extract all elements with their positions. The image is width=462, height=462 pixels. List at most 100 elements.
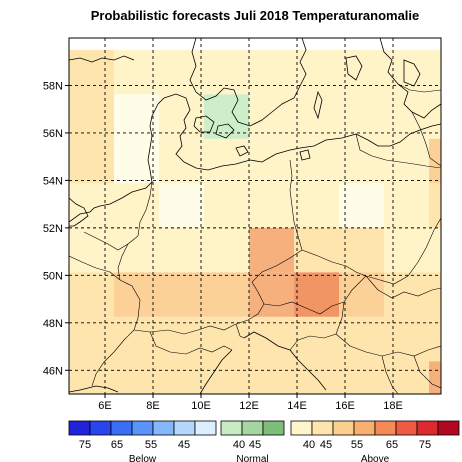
border-ch-it	[149, 331, 233, 355]
forecast-cell-r7-c5	[294, 361, 339, 394]
lat-label-48N: 48N	[43, 318, 63, 330]
legend-below-swatch-5	[173, 420, 196, 436]
legend-normal-swatch-0	[220, 420, 243, 436]
border-cz-sk	[343, 275, 367, 303]
latitude-labels: 46N 48N 50N 52N 54N 56N 58N	[43, 80, 69, 377]
lat-label-58N: 58N	[43, 80, 63, 92]
forecast-cell-r7-c4	[249, 361, 294, 394]
border-lt-by	[411, 111, 441, 167]
forecast-cell-r0-c2	[159, 49, 204, 95]
border-de-ch-at	[133, 303, 265, 335]
legend-above-tick-75: 75	[419, 439, 431, 451]
lon-label-10E: 10E	[191, 400, 211, 412]
legend-normal-swatch-1	[241, 420, 264, 436]
border-cz-at	[263, 301, 345, 315]
forecast-cell-r1-c3	[204, 94, 249, 139]
border-be-nl-fr	[69, 231, 129, 281]
lon-label-12E: 12E	[239, 400, 259, 412]
forecast-cell-r0-c6	[339, 49, 384, 95]
legend-below-tick-65: 65	[111, 439, 123, 451]
uk-coast	[69, 197, 89, 227]
graticule	[69, 38, 441, 394]
legend-below-swatch-2	[110, 420, 133, 436]
legend-above-swatch-7	[437, 420, 460, 436]
border-balkans	[381, 355, 441, 394]
legend-below-tick-55: 55	[145, 439, 157, 451]
forecast-cell-r5-c0	[69, 272, 114, 317]
north-sea-coast	[69, 97, 165, 223]
forecast-cell-r7-c8	[429, 361, 441, 394]
forecast-cell-r5-c4	[249, 272, 294, 317]
forecast-cell-r0-c7	[384, 49, 429, 95]
legend-below-swatch-0	[68, 420, 91, 436]
legend-above-swatch-5	[395, 420, 418, 436]
legend-above-swatch-3	[353, 420, 376, 436]
forecast-cell-r7-c2	[159, 361, 204, 394]
legend-above-tick-55: 55	[351, 439, 363, 451]
forecast-cell-r3-c2	[159, 183, 204, 228]
forecast-cell-r5-c6	[339, 272, 384, 317]
forecast-cell-r1-c7	[384, 94, 429, 139]
forecast-cell-r0-c4	[249, 49, 294, 95]
legend-below-caption: Below	[129, 454, 157, 462]
legend-above-swatch-4	[374, 420, 397, 436]
forecast-cell-r4-c4	[249, 227, 294, 273]
forecast-cell-r4-c0	[69, 227, 114, 273]
forecast-cell-r5-c5	[294, 272, 339, 317]
forecast-cell-r6-c6	[339, 316, 384, 362]
baltic-coast-east	[355, 123, 441, 147]
forecast-cell-r5-c3	[204, 272, 249, 317]
forecast-cell-r0-c3	[204, 49, 249, 95]
forecast-cell-r3-c7	[384, 183, 429, 228]
forecast-cell-r2-c3	[204, 138, 249, 184]
forecast-cell-r4-c2	[159, 227, 204, 273]
forecast-cell-r4-c6	[339, 227, 384, 273]
border-de-be-lu	[117, 235, 139, 281]
legend-below-swatch-4	[152, 420, 175, 436]
lon-label-8E: 8E	[146, 400, 159, 412]
forecast-cell-r6-c2	[159, 316, 204, 362]
forecast-cell-r4-c5	[294, 227, 339, 273]
border-de-pl	[289, 159, 303, 251]
forecast-cell-r4-c3	[204, 227, 249, 273]
forecast-cell-r7-c6	[339, 361, 384, 394]
forecast-cell-r0-c0	[69, 49, 114, 95]
forecast-cell-r3-c6	[339, 183, 384, 228]
forecast-cell-r2-c2	[159, 138, 204, 184]
lon-label-16E: 16E	[335, 400, 355, 412]
oland	[313, 90, 323, 120]
border-fr-ch	[91, 329, 135, 387]
legend-below-swatch-6	[194, 420, 217, 436]
forecast-cell-r3-c8	[429, 183, 441, 228]
legend-below-swatch-1	[89, 420, 112, 436]
legend-above-swatch-6	[416, 420, 439, 436]
forecast-cell-r2-c8	[429, 138, 441, 184]
legend-normal-tick-40: 40	[233, 439, 245, 451]
lon-label-14E: 14E	[287, 400, 307, 412]
border-de-fr	[119, 279, 141, 331]
forecast-cell-r0-c5	[294, 49, 339, 95]
coastlines	[69, 38, 441, 394]
lat-label-46N: 46N	[43, 365, 63, 377]
forecast-cell-r4-c1	[114, 227, 159, 273]
gulf-of-riga	[403, 59, 421, 87]
legend-above-tick-65: 65	[386, 439, 398, 451]
border-de-nl	[137, 181, 153, 237]
forecast-cell-r2-c1	[114, 138, 159, 184]
forecast-cell-r6-c3	[204, 316, 249, 362]
border-hu-south	[335, 333, 441, 357]
border-at-hu-si	[289, 301, 345, 351]
country-borders	[69, 83, 441, 394]
forecast-cell-r2-c5	[294, 138, 339, 184]
forecast-cell-r3-c1	[114, 183, 159, 228]
baltic-states-coast	[379, 38, 441, 119]
legend-normal-tick-45: 45	[249, 439, 261, 451]
forecast-cell-r1-c5	[294, 94, 339, 139]
forecast-cell-r7-c7	[384, 361, 429, 394]
danish-islands	[193, 115, 249, 157]
legend-above-swatch-0	[290, 420, 313, 436]
longitude-labels: 6E 8E 10E 12E 14E 16E 18E	[98, 394, 403, 412]
forecast-cell-r5-c7	[384, 272, 429, 317]
bornholm	[299, 149, 311, 161]
